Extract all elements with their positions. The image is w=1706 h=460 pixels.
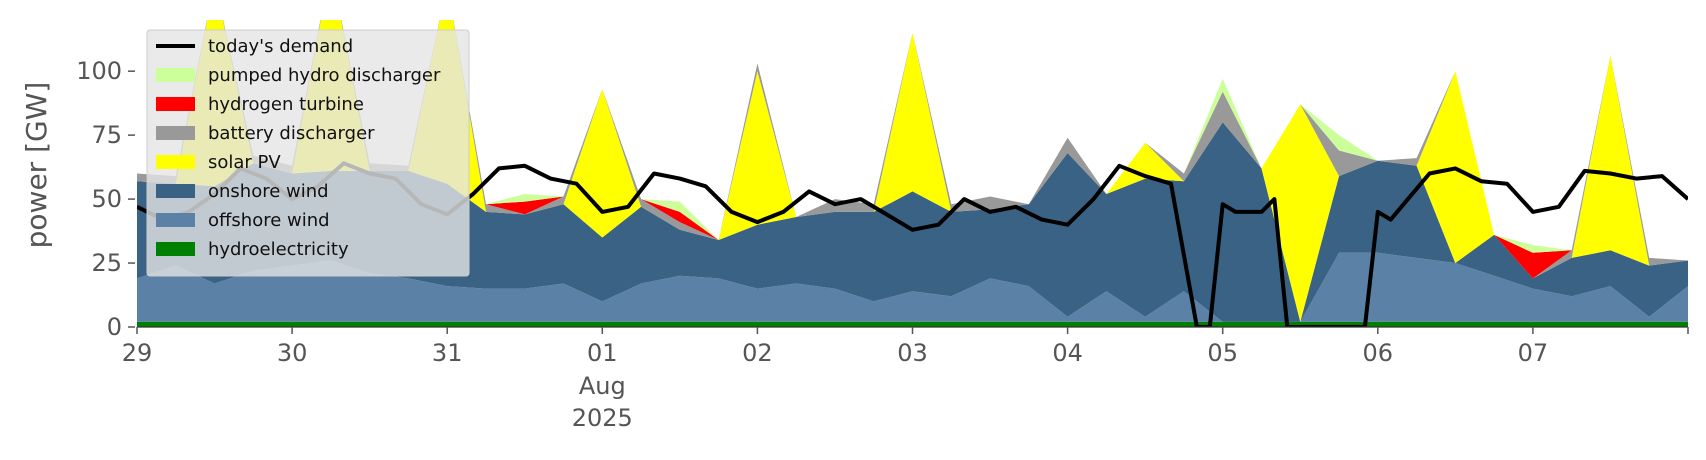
x-tick-sublabel: Aug xyxy=(579,372,626,400)
legend-label: pumped hydro discharger xyxy=(208,65,441,86)
x-tick-label: 30 xyxy=(277,339,308,367)
area-pumped-hydro-discharger xyxy=(137,20,1688,261)
legend-label: today's demand xyxy=(208,36,353,57)
legend-swatch xyxy=(156,97,195,111)
x-tick-label: 31 xyxy=(432,339,463,367)
legend-label: hydroelectricity xyxy=(208,239,349,260)
y-tick-label: 0 xyxy=(107,313,122,341)
legend: today's demand pumped hydro discharger hyd… xyxy=(146,29,470,277)
x-tick-label: 07 xyxy=(1518,339,1549,367)
x-tick-label: 01 xyxy=(587,339,618,367)
x-tick-label: 05 xyxy=(1207,339,1238,367)
legend-label: offshore wind xyxy=(208,210,330,231)
x-tick-label: 02 xyxy=(742,339,773,367)
legend-box xyxy=(146,29,470,277)
legend-swatch xyxy=(156,184,195,198)
area-hydrogen-turbine xyxy=(137,20,1688,279)
y-tick-label: 100 xyxy=(76,57,122,85)
area-offshore-wind xyxy=(137,252,1688,322)
legend-swatch xyxy=(156,213,195,227)
x-tick-label: 06 xyxy=(1363,339,1394,367)
area-hydroelectricity xyxy=(137,321,1688,327)
legend-swatch xyxy=(156,126,195,140)
legend-label: battery discharger xyxy=(208,123,375,144)
x-tick-sublabel: 2025 xyxy=(572,404,633,432)
y-tick-label: 50 xyxy=(91,185,122,213)
x-tick-label: 03 xyxy=(897,339,928,367)
legend-swatch xyxy=(156,242,195,256)
area-onshore-wind xyxy=(137,122,1688,322)
legend-swatch xyxy=(156,68,195,82)
x-tick-label: 29 xyxy=(122,339,153,367)
y-tick-label: 25 xyxy=(91,249,122,277)
axes: 0 25 50 75 100 29 30 31 01 Aug 2025 02 03 04 05 06 07 xyxy=(76,57,1689,432)
y-axis-label: power [GW] xyxy=(20,82,53,249)
x-tick-label: 04 xyxy=(1052,339,1083,367)
legend-swatch xyxy=(156,155,195,169)
legend-label: hydrogen turbine xyxy=(208,94,364,115)
y-tick-label: 75 xyxy=(91,121,122,149)
legend-label: onshore wind xyxy=(208,181,329,202)
legend-label: solar PV xyxy=(208,152,281,173)
area-solar-PV xyxy=(137,20,1688,322)
